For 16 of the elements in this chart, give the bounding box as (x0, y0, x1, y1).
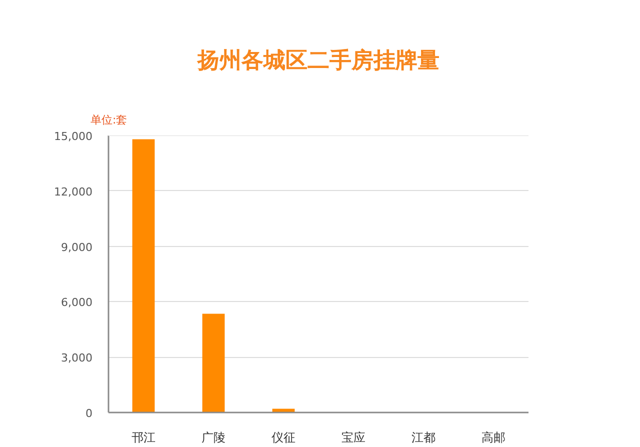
bar (132, 139, 155, 412)
x-tick-label: 江都 (412, 430, 436, 444)
bar (202, 314, 225, 412)
x-tick-label: 仪征 (272, 430, 296, 444)
chart-title: 扬州各城区二手房挂牌量 (196, 48, 440, 74)
text: 单位:套 (90, 114, 128, 126)
y-tick-label: 6,000 (61, 296, 93, 310)
y-tick-label: 12,000 (54, 185, 93, 198)
x-tick-label: 广陵 (202, 430, 226, 444)
x-tick-label: 高邮 (482, 430, 506, 444)
x-tick-label: 邗江 (132, 430, 156, 444)
y-tick-label: 3,000 (61, 352, 93, 365)
y-tick-label: 0 (86, 407, 92, 420)
y-tick-label: 15,000 (54, 130, 93, 143)
x-tick-label: 宝应 (342, 430, 366, 444)
y-tick-label: 9,000 (61, 240, 93, 254)
